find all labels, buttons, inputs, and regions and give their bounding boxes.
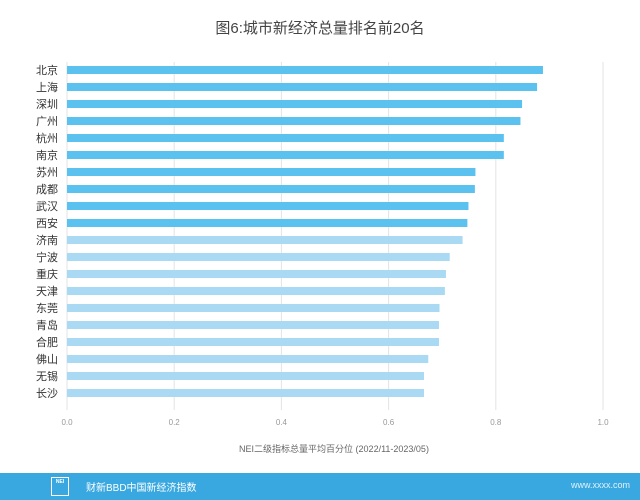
watermark: www.xxxx.com xyxy=(570,480,630,490)
category-label: 青岛 xyxy=(36,318,58,332)
category-label: 佛山 xyxy=(36,353,58,366)
bar xyxy=(67,355,429,363)
x-tick-label: 1.0 xyxy=(597,418,609,427)
category-label: 深圳 xyxy=(36,98,58,111)
x-tick-label: 0.0 xyxy=(61,418,73,427)
bar xyxy=(67,338,439,346)
bar xyxy=(67,100,523,108)
chart-title: 图6:城市新经济总量排名前20名 xyxy=(215,20,425,37)
bar xyxy=(67,202,469,210)
category-label: 南京 xyxy=(36,148,58,162)
category-label: 上海 xyxy=(36,80,58,94)
nei-logo-text: NEI xyxy=(55,479,65,485)
category-label: 广州 xyxy=(36,115,58,128)
bars xyxy=(67,66,543,397)
bar xyxy=(67,236,463,244)
category-label: 天津 xyxy=(36,285,58,298)
category-label: 武汉 xyxy=(36,200,58,213)
bar xyxy=(67,372,424,380)
category-label: 成都 xyxy=(36,183,58,196)
bar-chart: 北京上海深圳广州杭州南京苏州成都武汉西安济南宁波重庆天津东莞青岛合肥佛山无锡长沙… xyxy=(36,62,609,454)
category-label: 杭州 xyxy=(36,131,58,145)
x-axis-label: NEI二级指标总量平均百分位 (2022/11-2023/05) xyxy=(239,443,429,454)
bar xyxy=(67,321,439,329)
category-label: 无锡 xyxy=(36,369,58,383)
x-tick-label: 0.2 xyxy=(169,418,181,427)
category-label: 合肥 xyxy=(36,335,58,349)
x-tick-labels: 0.0 0.2 0.4 0.6 0.8 1.0 xyxy=(61,418,609,427)
bar xyxy=(67,185,475,193)
x-tick-label: 0.6 xyxy=(383,418,395,427)
category-label: 宁波 xyxy=(36,250,58,264)
bar xyxy=(67,389,424,397)
category-label: 重庆 xyxy=(36,267,58,281)
category-label: 东莞 xyxy=(36,302,58,315)
bar xyxy=(67,83,538,91)
category-label: 西安 xyxy=(36,216,58,230)
bar xyxy=(67,270,446,278)
bar xyxy=(67,66,543,74)
x-tick-label: 0.4 xyxy=(276,418,288,427)
x-tick-label: 0.8 xyxy=(490,418,502,427)
category-label: 北京 xyxy=(36,63,58,77)
bar xyxy=(67,151,504,159)
bar xyxy=(67,117,521,125)
bar xyxy=(67,253,450,261)
bar xyxy=(67,219,468,227)
nei-logo: NEI xyxy=(51,477,69,496)
bar xyxy=(67,304,440,312)
bar xyxy=(67,134,504,142)
category-label: 苏州 xyxy=(36,166,58,179)
bar xyxy=(67,287,445,295)
source-text: 财新BBD中国新经济指数 xyxy=(86,483,197,494)
category-label: 济南 xyxy=(36,233,58,247)
bar xyxy=(67,168,476,176)
footer-bar: NEI 财新BBD中国新经济指数 www.xxxx.com xyxy=(0,473,640,500)
category-label: 长沙 xyxy=(36,387,58,400)
